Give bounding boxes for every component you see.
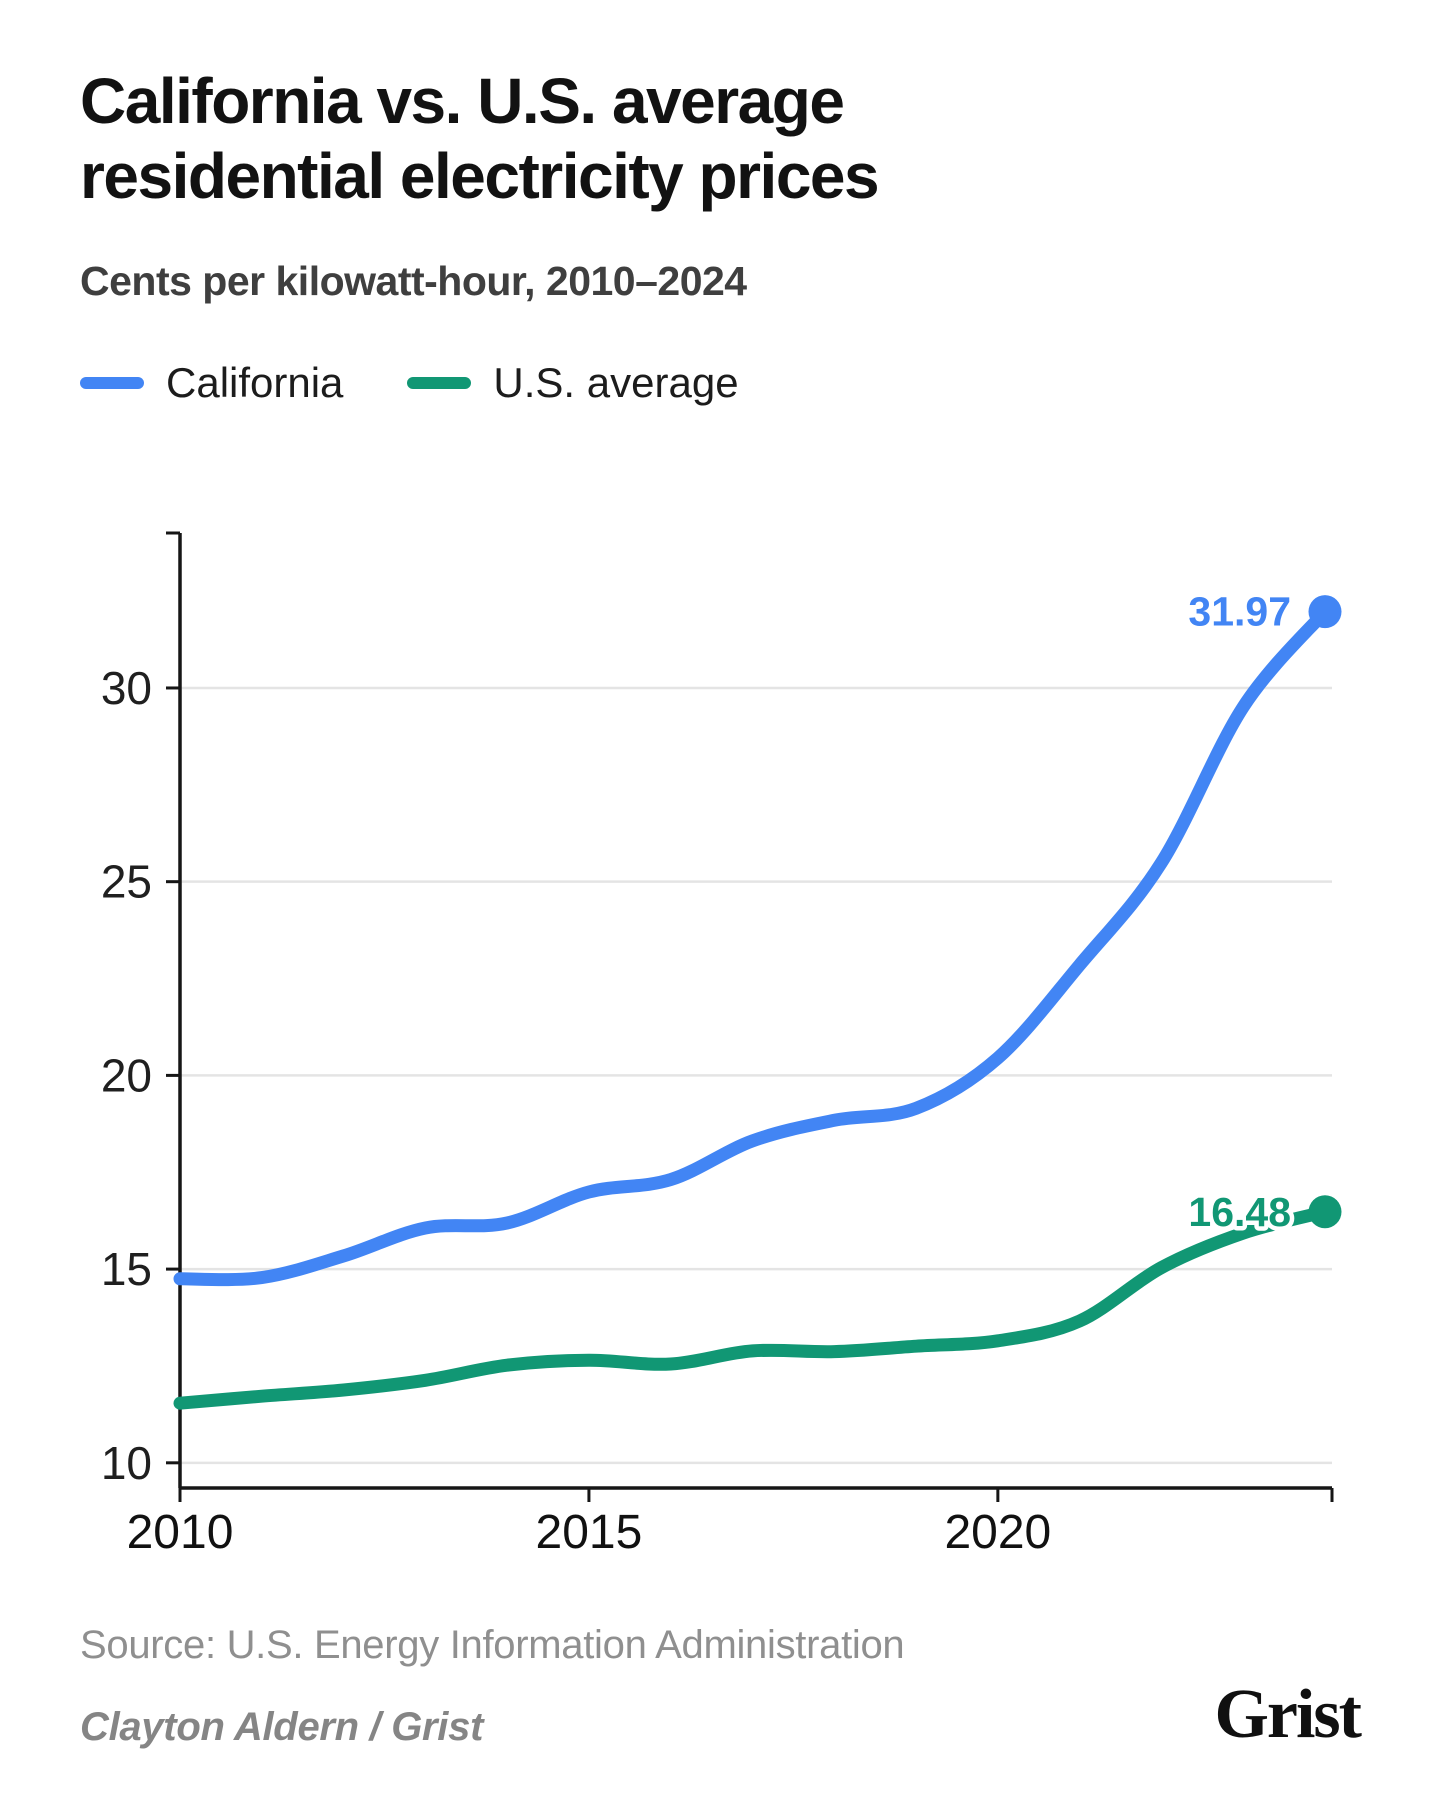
y-tick-label: 25 (101, 855, 152, 907)
us-average-line-swatch (407, 376, 472, 389)
line-chart: 10 15 20 25 30 2010 2015 2020 31.97 16.48 (101, 531, 1342, 1559)
legend-item-california: California (80, 359, 343, 407)
series-line-u-s-average (173, 1205, 1332, 1410)
x-tick-label: 2010 (127, 1506, 234, 1559)
end-point-dot (1308, 594, 1342, 628)
legend-item-us-average: U.S. average (407, 358, 739, 407)
chart-subtitle: Cents per kilowatt-hour, 2010–2024 (80, 257, 747, 304)
y-tick-label: 15 (101, 1243, 152, 1295)
end-value-label: 16.48 (1188, 1189, 1291, 1235)
footer-row: Clayton Aldern / Grist Grist (80, 1675, 1362, 1753)
y-tick-label: 20 (101, 1049, 152, 1101)
chart-title-line1: California vs. U.S. average (80, 65, 845, 137)
grist-logo: Grist (1214, 1675, 1362, 1753)
chart-footer: Source: U.S. Energy Information Administ… (80, 1622, 1362, 1753)
x-tick-label: 2015 (536, 1506, 643, 1559)
y-tick-label: 30 (101, 662, 152, 714)
credit-byline: Clayton Aldern / Grist (80, 1704, 484, 1749)
legend-label-california: California (166, 358, 344, 406)
source-note: Source: U.S. Energy Information Administ… (80, 1622, 905, 1667)
x-tick-label: 2020 (944, 1506, 1051, 1559)
legend: California U.S. average (80, 359, 1360, 407)
chart-title-line2: residential electricity prices (80, 139, 880, 212)
series-line-california (173, 604, 1332, 1286)
end-point-dot (1308, 1195, 1342, 1229)
legend-label-us-average: U.S. average (493, 358, 739, 406)
end-value-label: 31.97 (1188, 588, 1291, 634)
chart-title: California vs. U.S. average residential e… (80, 64, 1360, 214)
california-line-swatch (80, 376, 144, 389)
y-tick-label: 10 (101, 1437, 152, 1489)
